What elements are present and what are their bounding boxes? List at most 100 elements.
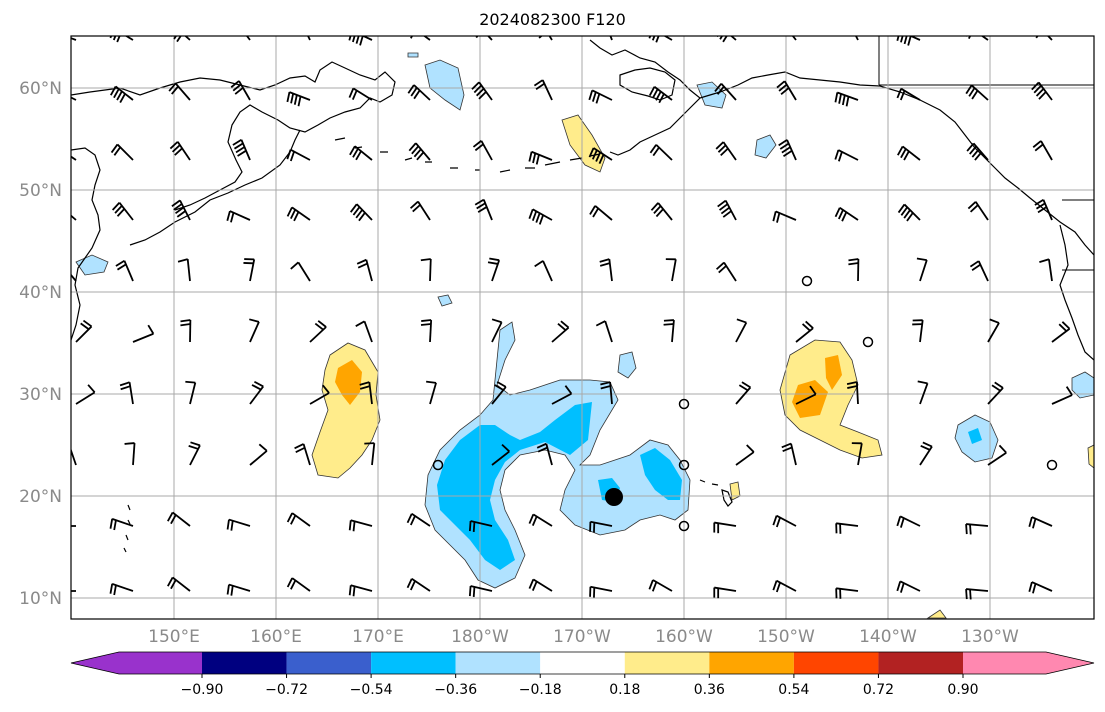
wind-barb: [987, 318, 1000, 343]
wind-barb: [245, 36, 251, 41]
wind-barb: [71, 37, 77, 41]
wind-barb: [772, 514, 797, 528]
wind-barb: [177, 258, 191, 282]
wind-barb: [665, 258, 677, 282]
wind-barb: [846, 381, 859, 405]
wind-barb: [426, 380, 437, 405]
latitude-label: 40°N: [19, 283, 62, 303]
wind-barb: [188, 441, 201, 466]
wind-barb: [249, 443, 268, 466]
wind-barb: [468, 585, 493, 597]
wind-barb: [472, 140, 493, 161]
colorbar-bin: [540, 652, 625, 674]
wind-barb: [1051, 321, 1071, 343]
wind-barb: [309, 384, 330, 405]
wind-barb: [917, 380, 929, 405]
colorbar-tick-label: 0.54: [778, 682, 809, 698]
wind-barb: [648, 36, 673, 43]
negative-region-north: [424, 59, 465, 111]
calm-circle: [801, 275, 813, 287]
wind-barb: [290, 261, 311, 282]
wind-barb: [987, 381, 1004, 405]
longitude-label: 130°W: [961, 627, 1019, 647]
wind-barb: [407, 36, 431, 41]
wind-barb: [409, 200, 431, 221]
wind-barb: [735, 381, 752, 405]
longitude-label: 150°W: [757, 627, 815, 647]
colorbar-tick-label: 0.72: [863, 682, 894, 698]
wind-barb: [474, 198, 493, 221]
wind-barb: [115, 259, 134, 282]
wind-barb: [896, 87, 921, 101]
wind-barb: [226, 518, 251, 531]
negative-region-central-core: [437, 402, 592, 570]
wind-barb: [1028, 516, 1053, 529]
wind-barb: [226, 210, 251, 223]
wind-barb: [249, 380, 264, 405]
wind-barb: [795, 385, 817, 405]
political-boundaries: [878, 36, 1094, 271]
positive-region-east: [779, 339, 883, 459]
wind-barb: [715, 261, 737, 282]
longitude-label: 160°W: [655, 627, 713, 647]
wind-barb: [226, 583, 251, 596]
wind-barb: [528, 513, 553, 527]
wind-barb: [834, 91, 859, 107]
wind-barb: [286, 512, 311, 527]
calm-markers: [432, 275, 1058, 532]
wind-barb: [230, 80, 251, 101]
wind-barb: [965, 523, 989, 535]
wind-barb: [1031, 81, 1053, 101]
wind-barb: [588, 89, 613, 104]
calm-circle: [678, 398, 690, 410]
wind-barb: [286, 206, 311, 222]
positive-region-edge: [1087, 444, 1094, 469]
wind-barb: [648, 579, 673, 592]
wind-barb: [75, 319, 93, 343]
negative-region-small-1: [617, 351, 637, 379]
wind-barb: [420, 319, 433, 343]
wind-barb: [595, 320, 613, 343]
wind-barb: [75, 384, 96, 405]
wind-barb: [71, 590, 76, 592]
colorbar-extend-min: [71, 652, 202, 674]
colorbar-bin: [878, 652, 963, 674]
map-border: [70, 35, 1095, 620]
wind-barb: [71, 155, 77, 161]
wind-barb: [1034, 198, 1053, 221]
wind-barb: [848, 258, 860, 282]
wind-barb: [600, 381, 613, 405]
wind-barb: [854, 36, 859, 41]
wind-barb: [348, 584, 373, 597]
longitude-label: 160°E: [250, 627, 302, 647]
wind-barb: [169, 141, 191, 161]
wind-barb: [243, 258, 256, 282]
wind-barb: [71, 96, 77, 101]
wind-barb: [170, 36, 191, 43]
wind-barb: [349, 145, 373, 161]
wind-barb: [180, 319, 192, 343]
wind-barb: [355, 320, 373, 343]
wind-barb: [286, 91, 311, 107]
negative-region-far-east: [1071, 371, 1094, 399]
wind-barb: [71, 447, 77, 466]
longitude-axis: 150°E 160°E 170°E 180°W 170°W 160°W 150°W 140°W…: [148, 627, 1019, 647]
calm-circle: [678, 520, 690, 532]
wind-barb: [967, 201, 989, 221]
wind-barb: [119, 381, 134, 405]
wind-barb: [772, 210, 797, 223]
colorbar-tick-label: −0.54: [350, 682, 393, 698]
wind-barb: [286, 577, 311, 592]
wind-barb: [969, 260, 989, 282]
wind-barb: [528, 150, 553, 165]
aleutians: [334, 137, 601, 173]
wind-barb: [71, 273, 77, 282]
wind-barb: [408, 142, 431, 161]
wind-barb: [791, 36, 797, 41]
wind-barb: [348, 87, 373, 101]
wind-barb: [349, 203, 373, 222]
colorbar-tick-label: 0.18: [609, 682, 640, 698]
wind-barb: [528, 578, 553, 592]
wind-barb: [965, 84, 989, 101]
